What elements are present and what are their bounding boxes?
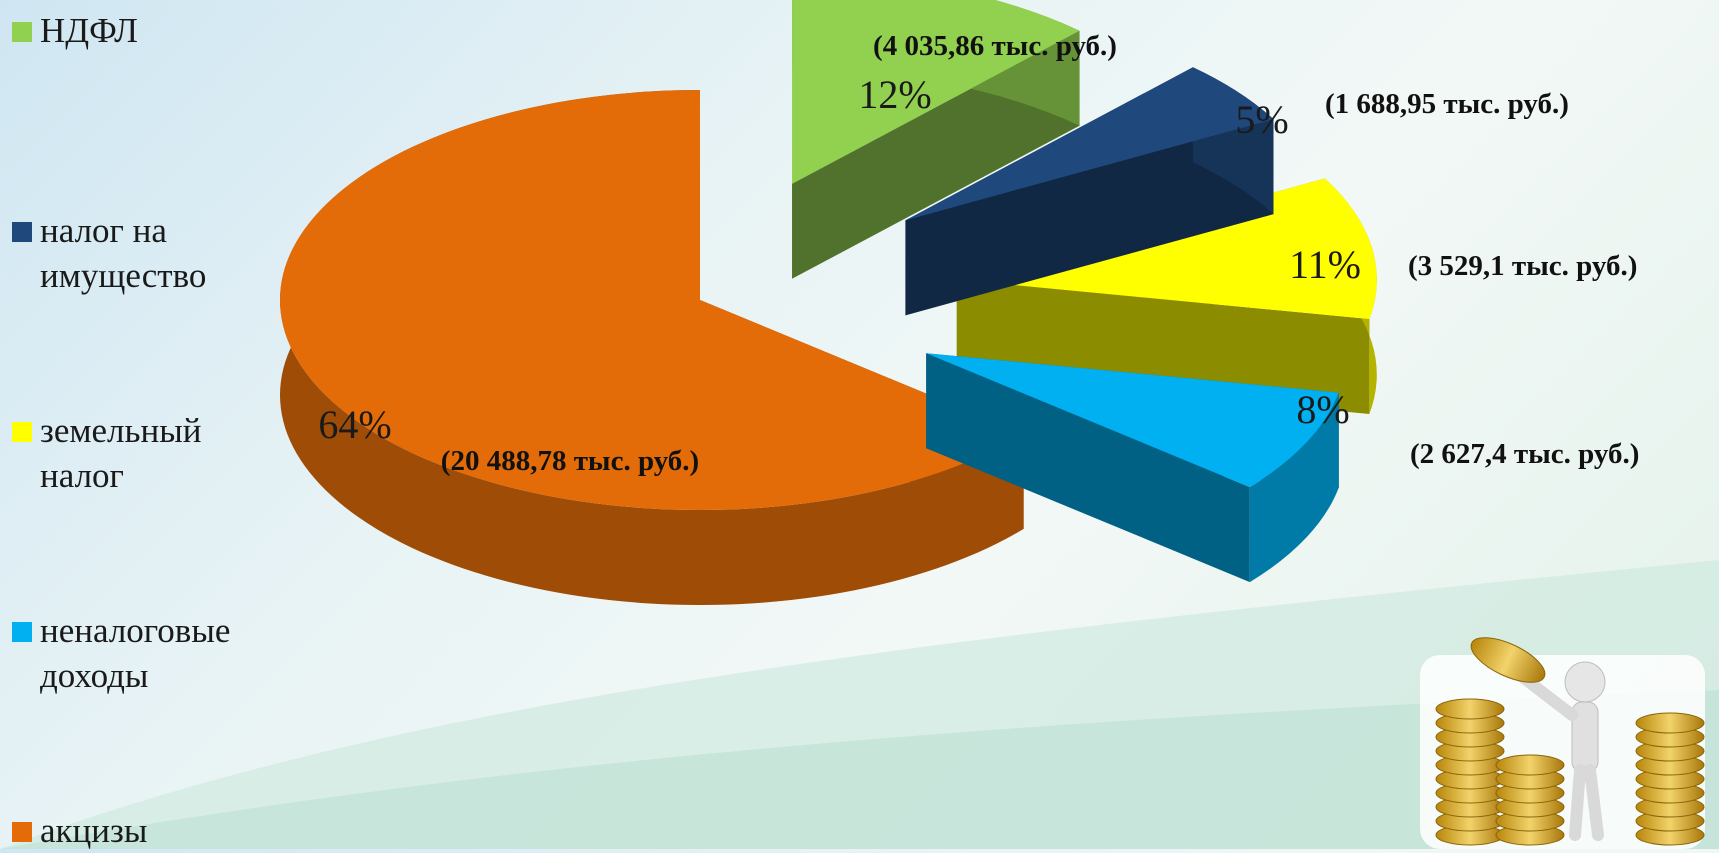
legend-item-non-tax-income: неналоговые доходы [12,608,290,698]
pie-value-label-ndfl: (4 035,86 тыс. руб.) [873,30,1117,62]
legend-item-excise: акцизы [12,808,290,853]
legend-label-excise: акцизы [40,811,148,850]
legend-label-non-tax-income: неналоговые доходы [40,611,231,695]
coin-stacks-figure-icon [1420,637,1705,849]
pie-slice-excise [279,90,1024,605]
pie-slice-top-property-tax [905,67,1274,221]
coin [1635,712,1705,734]
legend-item-ndfl: НДФЛ [12,8,290,53]
pie-slice-wall-non-tax-income-1 [926,353,1250,583]
pie-slice-ndfl [792,0,1080,279]
coin [1495,754,1565,776]
pie-slice-property-tax [905,67,1274,316]
legend-swatch-land-tax [12,422,32,442]
legend-label-ndfl: НДФЛ [40,11,138,50]
pie-percent-label-ndfl: 12% [858,72,931,117]
pie-percent-label-excise: 64% [318,402,391,447]
pie-value-label-land-tax: (3 529,1 тыс. руб.) [1408,250,1637,282]
pie-value-label-non-tax-income: (2 627,4 тыс. руб.) [1410,438,1639,470]
chart-legend: НДФЛ налог на имущество земельный налог … [12,0,312,850]
pie-slice-rim-non-tax-income [1249,392,1339,583]
legend-label-land-tax: земельный налог [40,411,202,495]
legend-item-property-tax: налог на имущество [12,208,290,298]
pie-slice-non-tax-income [926,353,1339,583]
legend-swatch-non-tax-income [12,622,32,642]
legend-label-property-tax: налог на имущество [40,211,207,295]
pie-value-label-excise: (20 488,78 тыс. руб.) [441,445,699,477]
pie-slice-top-ndfl [792,0,1080,184]
pie-value-label-property-tax: (1 688,95 тыс. руб.) [1325,88,1569,120]
legend-swatch-property-tax [12,222,32,242]
pie-percent-label-land-tax: 11% [1289,242,1361,287]
pie-slice-top-excise [279,90,1024,510]
coin [1435,698,1505,720]
pie-slice-top-non-tax-income [926,353,1339,488]
legend-swatch-excise [12,822,32,842]
pie-percent-label-non-tax-income: 8% [1296,387,1349,432]
legend-swatch-ndfl [12,22,32,42]
legend-item-land-tax: земельный налог [12,408,290,498]
pie-slice-wall-property-tax-1 [905,119,1274,316]
pie-percent-label-property-tax: 5% [1235,97,1288,142]
